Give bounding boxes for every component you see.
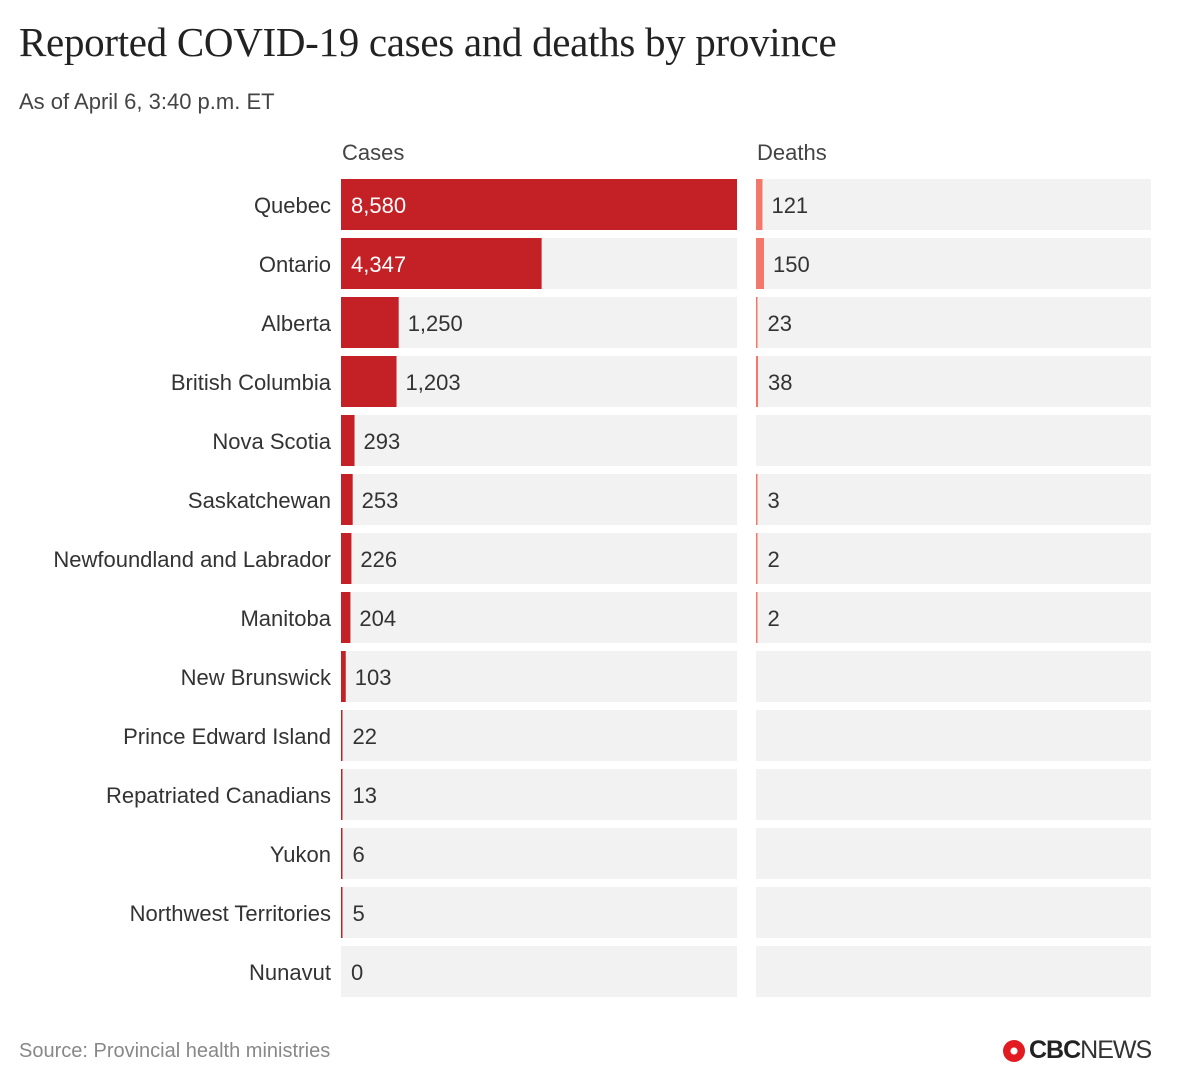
deaths-background-band	[756, 592, 1151, 643]
deaths-bar	[756, 356, 759, 407]
cases-value-label: 293	[364, 429, 401, 454]
source-note: Source: Provincial health ministries	[19, 1040, 331, 1062]
category-label: Ontario	[259, 252, 331, 277]
cases-value-label: 4,347	[351, 252, 406, 277]
cases-background-band	[341, 356, 737, 407]
category-label: Manitoba	[240, 606, 331, 631]
cases-background-band	[341, 710, 737, 761]
deaths-bar	[756, 238, 765, 289]
deaths-background-band	[756, 533, 1151, 584]
deaths-background-band	[756, 356, 1151, 407]
cases-background-band	[341, 297, 737, 348]
deaths-bar	[756, 533, 758, 584]
chart-subtitle: As of April 6, 3:40 p.m. ET	[19, 89, 275, 114]
deaths-background-band	[756, 297, 1151, 348]
cases-value-label: 1,250	[408, 311, 463, 336]
deaths-background-band	[756, 828, 1151, 879]
category-label: Newfoundland and Labrador	[53, 547, 331, 572]
deaths-background-band	[756, 887, 1151, 938]
cases-value-label: 226	[360, 547, 397, 572]
logo-suffix: NEWS	[1080, 1036, 1152, 1064]
category-label: Northwest Territories	[130, 901, 331, 926]
deaths-column-header: Deaths	[757, 140, 827, 165]
category-label: Saskatchewan	[188, 488, 331, 513]
deaths-background-band	[756, 710, 1151, 761]
cases-background-band	[341, 533, 737, 584]
cases-value-label: 1,203	[406, 370, 461, 395]
deaths-bar	[756, 474, 758, 525]
category-label: Repatriated Canadians	[106, 783, 331, 808]
cbc-news-logo: CBC NEWS	[1003, 1036, 1152, 1065]
cases-background-band	[341, 415, 737, 466]
category-label: Nova Scotia	[212, 429, 331, 454]
deaths-bar	[756, 179, 763, 230]
cases-background-band	[341, 887, 737, 938]
category-label: British Columbia	[171, 370, 332, 395]
cbc-gem-icon	[1003, 1039, 1025, 1062]
deaths-value-label: 2	[768, 547, 780, 572]
cases-bar	[341, 297, 399, 348]
deaths-background-band	[756, 474, 1151, 525]
deaths-value-label: 3	[768, 488, 780, 513]
cases-value-label: 103	[355, 665, 392, 690]
deaths-value-label: 150	[773, 252, 810, 277]
deaths-value-label: 23	[768, 311, 792, 336]
deaths-value-label: 121	[771, 193, 808, 218]
cases-bar	[341, 769, 343, 820]
cases-value-label: 6	[353, 842, 365, 867]
chart-title: Reported COVID-19 cases and deaths by pr…	[19, 19, 837, 65]
cases-bar	[341, 887, 343, 938]
category-label: Quebec	[254, 193, 331, 218]
deaths-background-band	[756, 946, 1151, 997]
cases-background-band	[341, 828, 737, 879]
cases-bar	[341, 828, 343, 879]
cases-background-band	[341, 474, 737, 525]
deaths-value-label: 38	[768, 370, 792, 395]
cases-value-label: 22	[353, 724, 377, 749]
cases-value-label: 204	[359, 606, 396, 631]
cases-value-label: 253	[362, 488, 399, 513]
cases-bar	[341, 710, 343, 761]
cases-value-label: 5	[353, 901, 365, 926]
deaths-background-band	[756, 179, 1151, 230]
cases-bar	[341, 356, 397, 407]
deaths-background-band	[756, 238, 1151, 289]
cases-bar	[341, 415, 355, 466]
category-label: Yukon	[270, 842, 331, 867]
cases-bar	[341, 651, 346, 702]
deaths-bar	[756, 297, 758, 348]
deaths-background-band	[756, 769, 1151, 820]
cases-background-band	[341, 946, 737, 997]
cases-bar	[341, 474, 353, 525]
cases-value-label: 13	[353, 783, 377, 808]
cases-background-band	[341, 651, 737, 702]
cases-bar	[341, 179, 737, 230]
deaths-bar	[756, 592, 758, 643]
category-label: Prince Edward Island	[123, 724, 331, 749]
deaths-value-label: 2	[768, 606, 780, 631]
category-label: Nunavut	[249, 960, 331, 985]
category-label: Alberta	[261, 311, 331, 336]
cases-bar	[341, 238, 542, 289]
cases-background-band	[341, 592, 737, 643]
cases-column-header: Cases	[342, 140, 405, 165]
deaths-background-band	[756, 415, 1151, 466]
cases-value-label: 0	[351, 960, 363, 985]
cases-value-label: 8,580	[351, 193, 406, 218]
cases-background-band	[341, 769, 737, 820]
cases-bar	[341, 533, 352, 584]
deaths-background-band	[756, 651, 1151, 702]
cases-bar	[341, 592, 351, 643]
logo-brand: CBC	[1029, 1036, 1081, 1064]
category-label: New Brunswick	[181, 665, 332, 690]
